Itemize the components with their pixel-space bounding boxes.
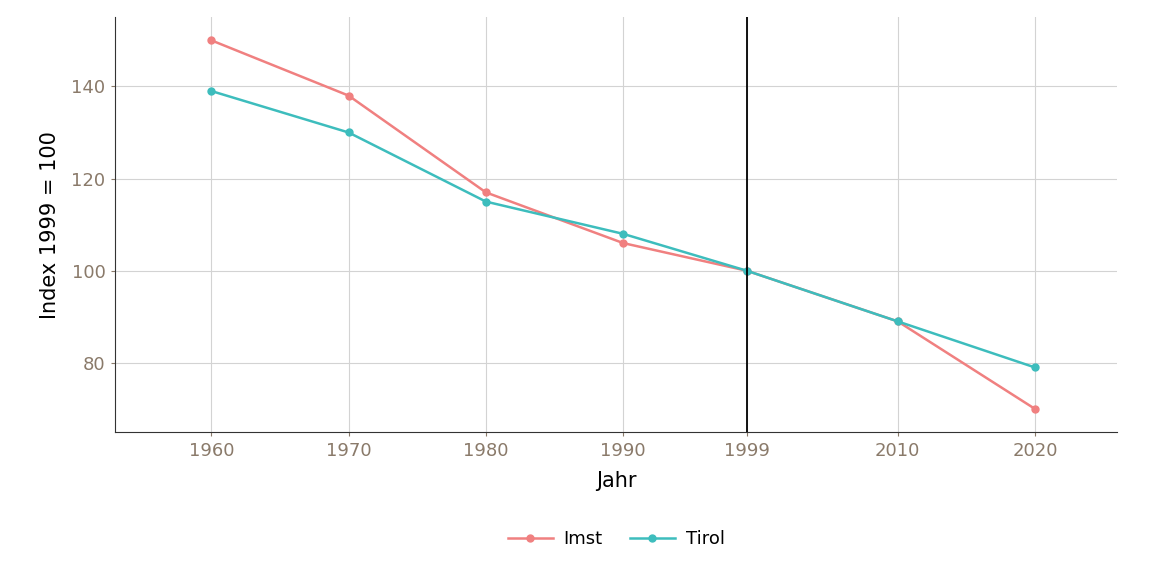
Tirol — [479, 198, 493, 205]
Tirol — [342, 129, 356, 136]
Tirol — [890, 318, 904, 325]
Y-axis label: Index 1999 = 100: Index 1999 = 100 — [40, 131, 60, 319]
Imst — [479, 189, 493, 196]
Imst — [342, 92, 356, 99]
Imst — [890, 318, 904, 325]
Imst — [616, 240, 630, 247]
Imst — [204, 37, 218, 44]
X-axis label: Jahr: Jahr — [596, 471, 637, 491]
Tirol — [616, 230, 630, 237]
Tirol — [740, 267, 753, 274]
Tirol — [1028, 364, 1041, 371]
Line: Tirol: Tirol — [207, 88, 1039, 371]
Imst — [1028, 406, 1041, 412]
Imst — [740, 267, 753, 274]
Line: Imst: Imst — [207, 37, 1039, 412]
Legend: Imst, Tirol: Imst, Tirol — [500, 523, 733, 556]
Tirol — [204, 88, 218, 94]
